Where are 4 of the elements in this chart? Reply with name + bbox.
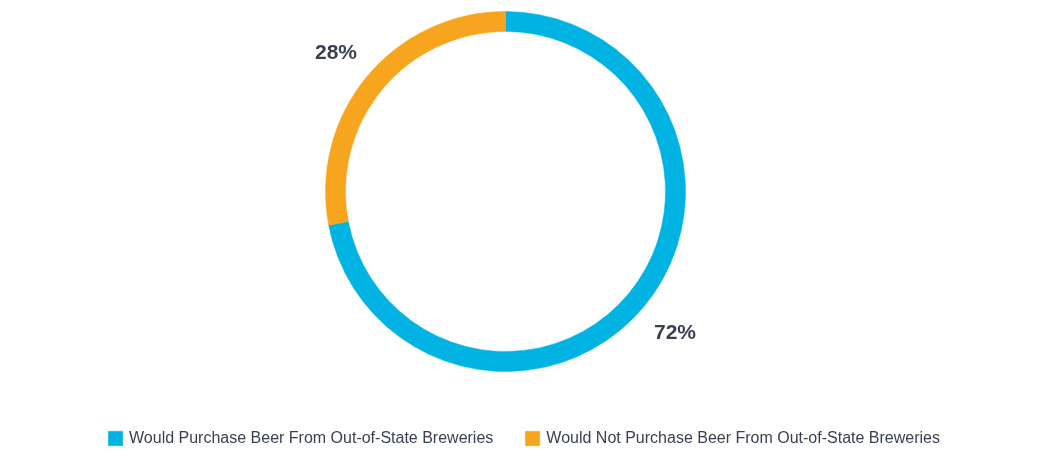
legend-label: Would Purchase Beer From Out-of-State Breweries (129, 429, 494, 447)
data-label: 72% (654, 320, 697, 344)
data-label: 28% (314, 39, 358, 63)
legend-label: Would Not Purchase Beer From Out-of-State Breweries (546, 429, 940, 447)
